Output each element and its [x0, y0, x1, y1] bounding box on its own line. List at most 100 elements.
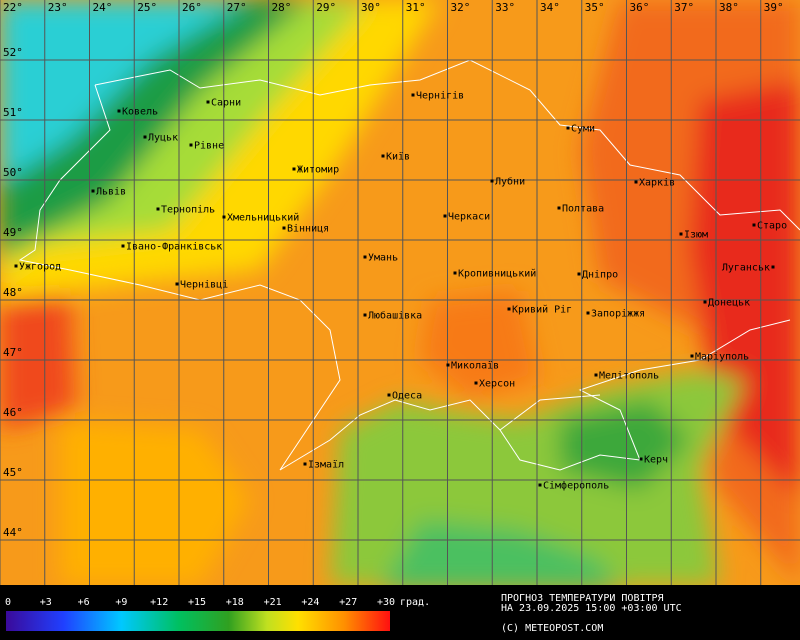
city-dot [639, 457, 643, 461]
city-label: Хмельницький [227, 212, 299, 224]
city-dot [490, 179, 494, 183]
city-label: Полтава [562, 204, 604, 215]
scale-tick-label: 0 [5, 597, 11, 608]
city-label: Дніпро [582, 269, 618, 281]
city-dot [538, 483, 542, 487]
city-dot [557, 206, 561, 210]
scale-tick-label: +12 [150, 597, 168, 608]
longitude-label: 23° [48, 1, 68, 14]
city-label: Сарни [211, 98, 241, 109]
city-label: Миколаїв [451, 361, 499, 372]
city-label: Житомир [297, 165, 339, 176]
city-label: Одеса [392, 391, 422, 402]
city-label: Львів [96, 186, 126, 198]
city-dot [175, 282, 179, 286]
city-label: Херсон [479, 379, 515, 390]
city-label: Київ [386, 152, 410, 163]
city-label: Луцьк [148, 133, 178, 144]
city-label: Івано-Франківськ [126, 241, 222, 253]
latitude-label: 52° [3, 46, 23, 59]
city-label: Рівне [194, 140, 224, 152]
cities: Ковель Сарни Луцьк Рівне Житомир Київ Чернігів… [14, 90, 787, 492]
city-label: Тернопіль [161, 204, 215, 216]
scale-tick-label: +6 [78, 597, 90, 608]
scale-unit: град. [400, 597, 430, 608]
city-label: Чернівці [180, 279, 228, 291]
city-dot [282, 226, 286, 230]
city-label: Ізюм [684, 230, 708, 241]
longitude-label: 24° [93, 1, 113, 14]
longitude-label: 35° [585, 1, 605, 14]
latitude-label: 46° [3, 406, 23, 419]
latitude-label: 48° [3, 286, 23, 299]
city-label: Кривий Ріг [512, 304, 572, 316]
city-label: Кропивницький [458, 268, 536, 280]
city-dot [156, 207, 160, 211]
city-dot [446, 363, 450, 367]
scale-tick-label: +18 [226, 597, 244, 608]
city-label: Мелітополь [599, 370, 659, 382]
longitude-label: 32° [451, 1, 471, 14]
scale-tick-label: +30 [377, 597, 395, 608]
city-dot [206, 100, 210, 104]
city-dot [363, 313, 367, 317]
city-dot [292, 167, 296, 171]
copyright: (C) METEOPOST.COM [501, 623, 603, 634]
city-label: Ковель [122, 107, 158, 118]
city-label: Ужгород [19, 262, 61, 273]
city-dot [363, 255, 367, 259]
city-dot [679, 232, 683, 236]
city-dot [703, 300, 707, 304]
city-dot [690, 354, 694, 358]
longitude-label: 26° [182, 1, 202, 14]
city-dot [453, 271, 457, 275]
city-label: Суми [571, 124, 595, 135]
legend: 0 +3 +6 +9 +12 +15 +18 +21 +24 +27 +30 град. [5, 597, 430, 608]
latitude-label: 44° [3, 526, 23, 539]
longitude-label: 37° [674, 1, 694, 14]
city-dot [586, 311, 590, 315]
longitude-label: 25° [137, 1, 157, 14]
city-dot [387, 393, 391, 397]
scale-tick-label: +9 [115, 597, 127, 608]
city-label: Вінниця [287, 223, 329, 235]
city-dot [771, 265, 775, 269]
longitude-label: 29° [316, 1, 336, 14]
city-dot [634, 180, 638, 184]
latitude-label: 51° [3, 106, 23, 119]
city-label: Луганськ [722, 263, 770, 274]
city-label: Керч [644, 455, 668, 466]
city-dot [577, 272, 581, 276]
city-dot [566, 126, 570, 130]
city-label: Сімферополь [543, 480, 609, 492]
longitude-label: 27° [227, 1, 247, 14]
city-label: Маріуполь [695, 351, 749, 363]
scale-tick-label: +3 [40, 597, 52, 608]
latitude-label: 49° [3, 226, 23, 239]
city-dot [443, 214, 447, 218]
city-dot [189, 143, 193, 147]
city-dot [381, 154, 385, 158]
city-dot [91, 189, 95, 193]
longitude-label: 31° [406, 1, 426, 14]
city-dot [507, 307, 511, 311]
longitude-label: 28° [272, 1, 292, 14]
latitude-label: 45° [3, 466, 23, 479]
title-line: НА 23.09.2025 15:00 +03:00 UTC [501, 603, 682, 614]
city-label: Черкаси [448, 212, 490, 223]
scale-tick-label: +27 [339, 597, 357, 608]
longitude-label: 33° [495, 1, 515, 14]
longitude-label: 38° [719, 1, 739, 14]
temperature-field [0, 0, 800, 585]
longitude-label: 39° [764, 1, 784, 14]
scale-tick-label: +24 [301, 597, 319, 608]
color-scale [6, 611, 390, 631]
longitude-label: 36° [630, 1, 650, 14]
city-dot [14, 264, 18, 268]
city-label: Ізмаїл [308, 460, 344, 471]
city-label: Любашівка [368, 310, 422, 322]
longitude-label: 30° [361, 1, 381, 14]
city-dot [222, 215, 226, 219]
city-label: Лубни [495, 176, 525, 188]
